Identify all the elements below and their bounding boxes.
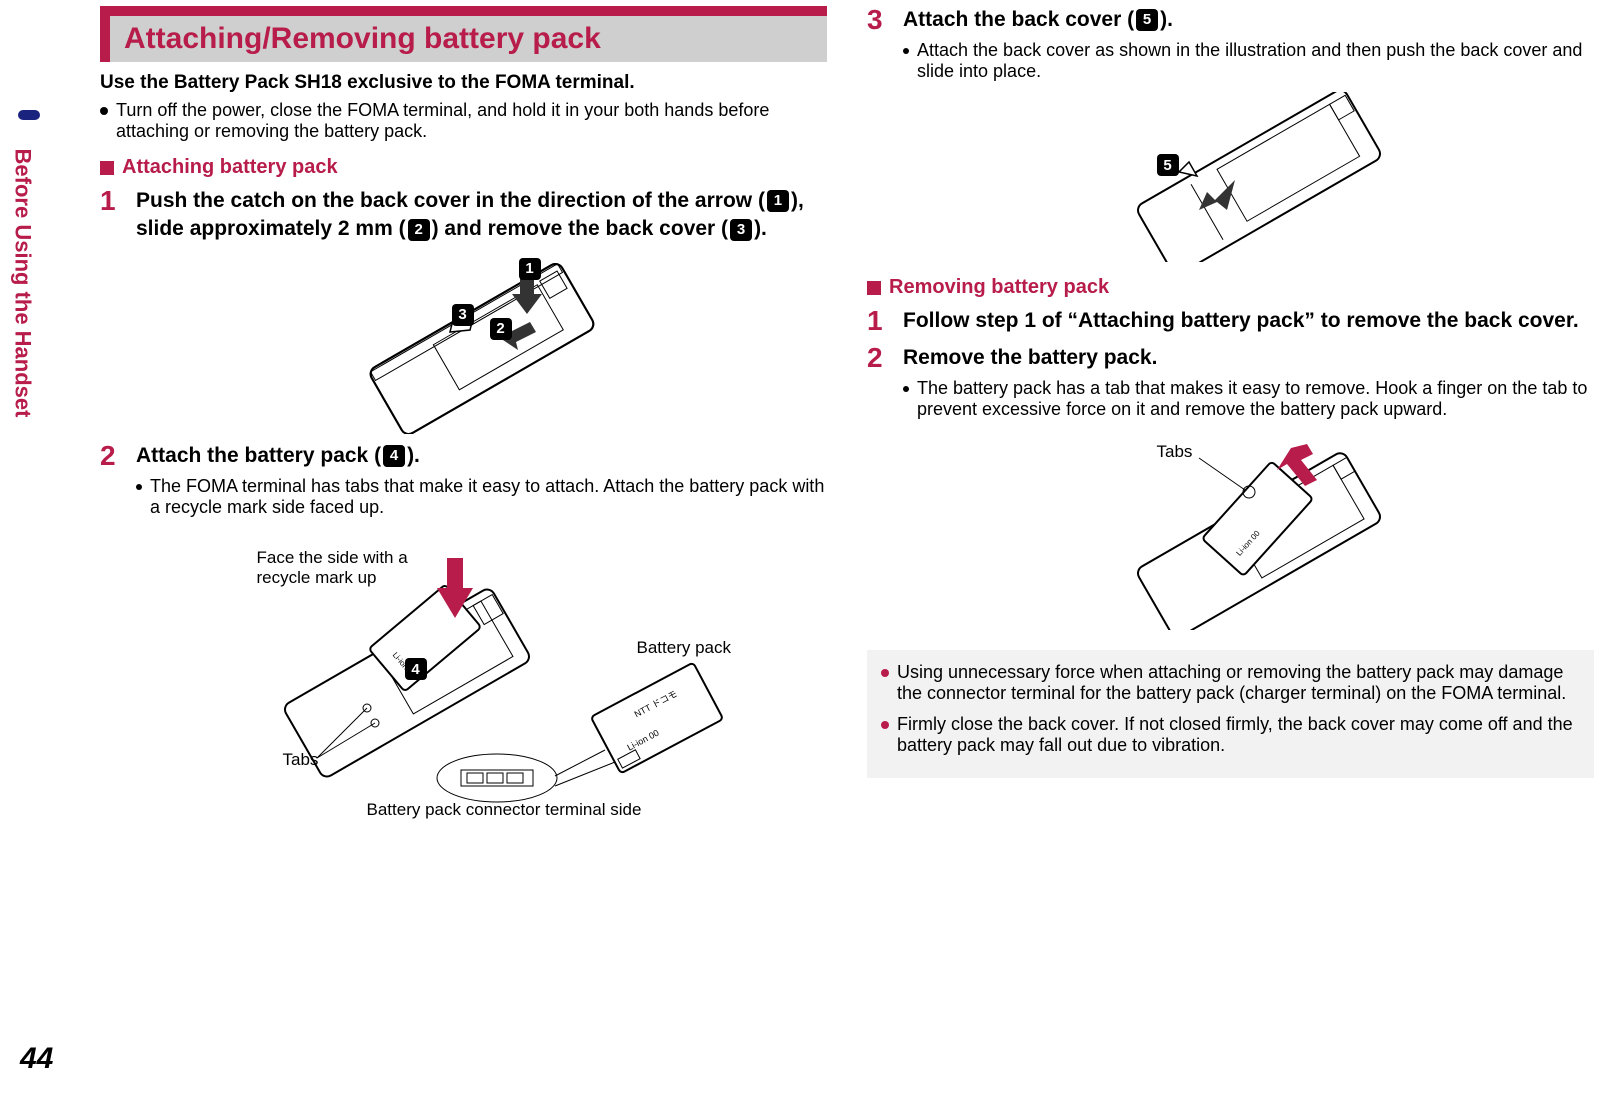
step-body: Push the catch on the back cover in the … bbox=[136, 187, 827, 434]
note-item: Firmly close the back cover. If not clos… bbox=[881, 714, 1580, 756]
num-badge-icon: 2 bbox=[408, 219, 430, 241]
num-badge-icon: 4 bbox=[383, 445, 405, 467]
square-icon bbox=[867, 281, 881, 295]
step-text-content: Attach the back cover as shown in the il… bbox=[917, 40, 1594, 82]
section-bar bbox=[100, 6, 827, 16]
step-number: 2 bbox=[867, 344, 891, 630]
num-badge-icon: 5 bbox=[1136, 9, 1158, 31]
step-body: Attach the battery pack (4). The FOMA te… bbox=[136, 442, 827, 818]
bullet-dot-icon bbox=[881, 669, 889, 677]
callout-tabs: Tabs bbox=[283, 750, 319, 770]
left-column: Attaching/Removing battery pack Use the … bbox=[100, 6, 827, 1086]
removing-subhead-text: Removing battery pack bbox=[889, 276, 1109, 299]
step-number: 2 bbox=[100, 442, 124, 818]
step-body: Follow step 1 of “Attaching battery pack… bbox=[903, 307, 1594, 335]
illus-badge-4: 4 bbox=[405, 658, 427, 680]
intro-bullet-text: Turn off the power, close the FOMA termi… bbox=[116, 100, 827, 142]
removing-subhead: Removing battery pack bbox=[867, 276, 1594, 299]
page-columns: Attaching/Removing battery pack Use the … bbox=[100, 6, 1594, 1086]
illus-remove-battery: Li-ion 00 Tabs bbox=[1069, 430, 1429, 630]
callout-battery-pack: Battery pack bbox=[637, 638, 732, 658]
step-number: 3 bbox=[867, 6, 891, 262]
note-text: Using unnecessary force when attaching o… bbox=[897, 662, 1580, 704]
step-text: The battery pack has a tab that makes it… bbox=[903, 378, 1594, 420]
notes-box: Using unnecessary force when attaching o… bbox=[867, 650, 1594, 778]
illus-badge-5: 5 bbox=[1157, 154, 1179, 176]
t: Attach the back cover ( bbox=[903, 8, 1134, 31]
right-column: 3 Attach the back cover (5). Attach the … bbox=[867, 6, 1594, 1086]
step-title: Remove the battery pack. bbox=[903, 344, 1594, 372]
section-title: Attaching/Removing battery pack bbox=[100, 16, 827, 62]
num-badge-icon: 3 bbox=[730, 219, 752, 241]
bullet-dot-icon bbox=[136, 484, 142, 490]
t: ) and remove the back cover ( bbox=[432, 217, 728, 240]
bullet-dot-icon bbox=[903, 386, 909, 392]
attach-step-3: 3 Attach the back cover (5). Attach the … bbox=[867, 6, 1594, 262]
t: ). bbox=[1160, 8, 1173, 31]
remove-step-2: 2 Remove the battery pack. The battery p… bbox=[867, 344, 1594, 630]
t: Push the catch on the back cover in the … bbox=[136, 189, 765, 212]
phone-svg bbox=[322, 254, 642, 434]
attach-step-2: 2 Attach the battery pack (4). The FOMA … bbox=[100, 442, 827, 818]
step-body: Attach the back cover (5). Attach the ba… bbox=[903, 6, 1594, 262]
step-title: Attach the back cover (5). bbox=[903, 6, 1594, 34]
t: Attach the battery pack ( bbox=[136, 444, 381, 467]
intro-bullets: Turn off the power, close the FOMA termi… bbox=[100, 100, 827, 142]
illus-badge-3: 3 bbox=[452, 304, 474, 326]
intro-bold: Use the Battery Pack SH18 exclusive to t… bbox=[100, 72, 827, 94]
step-number: 1 bbox=[100, 187, 124, 434]
illus-badge-2: 2 bbox=[490, 318, 512, 340]
side-label: Before Using the Handset bbox=[9, 149, 35, 418]
callout-face-up: Face the side with a recycle mark up bbox=[257, 548, 417, 588]
bullet-dot-icon bbox=[903, 48, 909, 54]
side-tab: Before Using the Handset bbox=[18, 110, 40, 450]
bullet-dot-icon bbox=[100, 107, 108, 115]
note-item: Using unnecessary force when attaching o… bbox=[881, 662, 1580, 704]
attaching-subhead: Attaching battery pack bbox=[100, 156, 827, 179]
intro-bullet: Turn off the power, close the FOMA termi… bbox=[100, 100, 827, 142]
note-text: Firmly close the back cover. If not clos… bbox=[897, 714, 1580, 756]
square-icon bbox=[100, 161, 114, 175]
illus-remove-cover: 1 2 3 bbox=[322, 254, 642, 434]
t: ). bbox=[754, 217, 767, 240]
phone-svg-3 bbox=[1079, 92, 1419, 262]
step-title: Attach the battery pack (4). bbox=[136, 442, 827, 470]
num-badge-icon: 1 bbox=[767, 190, 789, 212]
page-number: 44 bbox=[20, 1042, 53, 1076]
callout-connector: Battery pack connector terminal side bbox=[367, 800, 642, 820]
remove-step-1: 1 Follow step 1 of “Attaching battery pa… bbox=[867, 307, 1594, 335]
bullet-dot-icon bbox=[881, 721, 889, 729]
step-title: Push the catch on the back cover in the … bbox=[136, 187, 827, 244]
side-pill bbox=[18, 110, 40, 120]
attaching-subhead-text: Attaching battery pack bbox=[122, 156, 338, 179]
illus-attach-battery: Li-ion 00 NTT ドコモ Li-ion 00 bbox=[197, 528, 767, 818]
step-text-content: The FOMA terminal has tabs that make it … bbox=[150, 476, 827, 518]
step-title: Follow step 1 of “Attaching battery pack… bbox=[903, 307, 1594, 335]
step-text: The FOMA terminal has tabs that make it … bbox=[136, 476, 827, 518]
attach-step-1: 1 Push the catch on the back cover in th… bbox=[100, 187, 827, 434]
step-text-content: The battery pack has a tab that makes it… bbox=[917, 378, 1594, 420]
t: ). bbox=[407, 444, 420, 467]
step-number: 1 bbox=[867, 307, 891, 335]
step-text: Attach the back cover as shown in the il… bbox=[903, 40, 1594, 82]
phone-svg-4: Li-ion 00 bbox=[1069, 430, 1429, 630]
illus-badge-1: 1 bbox=[519, 258, 541, 280]
illus-attach-cover: 5 bbox=[1079, 92, 1419, 262]
callout-tabs-remove: Tabs bbox=[1157, 442, 1193, 462]
step-body: Remove the battery pack. The battery pac… bbox=[903, 344, 1594, 630]
section-header-block: Attaching/Removing battery pack bbox=[100, 6, 827, 62]
